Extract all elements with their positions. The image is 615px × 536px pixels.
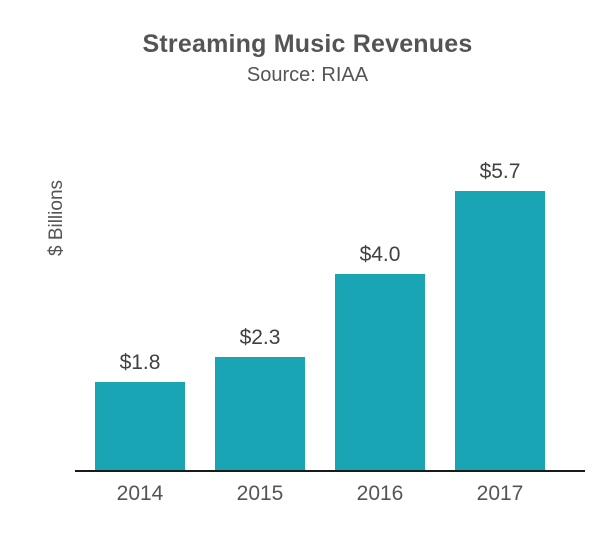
- chart-title: Streaming Music Revenues: [142, 30, 473, 58]
- bar-value-label: $4.0: [359, 243, 401, 266]
- x-tick-label: 2015: [236, 482, 284, 505]
- y-axis-label: $ Billions: [46, 179, 67, 257]
- bar-group: $5.7: [455, 160, 545, 470]
- bar-value-label: $1.8: [119, 351, 161, 374]
- x-axis-line: [75, 470, 585, 472]
- bars-container: $1.8 $2.3 $4.0 $5.7: [75, 150, 585, 470]
- x-tick-labels: 2014 2015 2016 2017: [75, 482, 585, 506]
- bar: [95, 382, 185, 470]
- x-tick-label: 2017: [476, 482, 524, 505]
- x-tick-label: 2016: [356, 482, 404, 505]
- bar-group: $2.3: [215, 326, 305, 470]
- bar: [335, 274, 425, 470]
- bar-value-label: $2.3: [239, 326, 281, 349]
- bar: [215, 357, 305, 470]
- bar-group: $4.0: [335, 243, 425, 470]
- bar-group: $1.8: [95, 351, 185, 470]
- chart-subtitle: Source: RIAA: [246, 64, 369, 86]
- x-tick-label: 2014: [116, 482, 164, 505]
- bar-value-label: $5.7: [479, 160, 521, 183]
- bar: [455, 191, 545, 470]
- plot-area: $1.8 $2.3 $4.0 $5.7 2014 2015 2016 2017: [75, 150, 585, 506]
